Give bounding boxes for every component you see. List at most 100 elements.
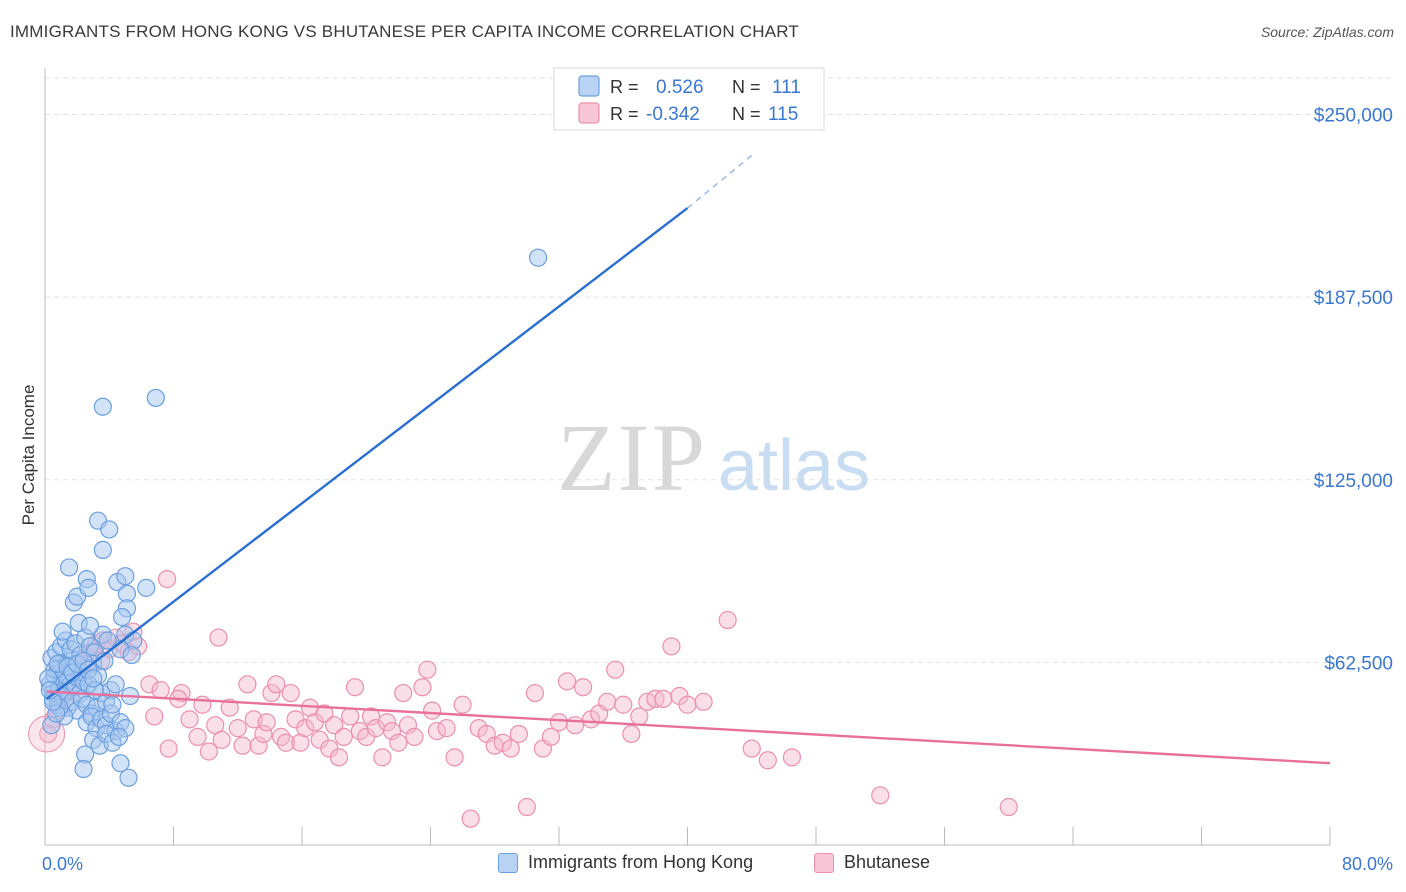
bhutanese-point-37 — [228, 719, 247, 738]
bhutanese-point-90 — [541, 727, 561, 746]
bhutanese-point-66 — [373, 748, 392, 767]
bhutanese-point-94 — [573, 678, 593, 697]
bhutanese-point-51 — [296, 719, 315, 738]
legend-r-value-1: 0.526 — [656, 77, 704, 98]
hong-kong-point-61 — [119, 768, 138, 787]
hong-kong-point-81 — [98, 631, 117, 650]
bhutanese-point-98 — [606, 660, 625, 679]
bhutanese-point-38 — [233, 736, 252, 755]
bhutanese-point-43 — [257, 713, 276, 732]
bhutanese-point-34 — [212, 730, 231, 749]
bhutanese-point-74 — [418, 660, 437, 679]
bhutanese-point-61 — [345, 678, 365, 697]
legend-item-hong-kong: Immigrants from Hong Kong — [498, 852, 753, 873]
hong-kong-point-71 — [116, 567, 135, 586]
bhutanese-point-32 — [199, 742, 218, 761]
x-tick-label-0: 0.0% — [42, 854, 83, 874]
bhutanese-point-85 — [501, 739, 520, 758]
bhutanese-point-77 — [437, 719, 456, 738]
hong-kong-trend-line — [45, 207, 689, 700]
bhutanese-point-25 — [159, 739, 178, 758]
bhutanese-point-93 — [565, 716, 585, 735]
source-label: Source: ZipAtlas.com — [1260, 24, 1394, 40]
bhutanese-point-73 — [413, 678, 432, 697]
x-tick-label-1: 80.0% — [1342, 854, 1393, 874]
watermark-zip: ZIP — [557, 404, 707, 511]
legend-r-label-2: R = — [610, 104, 639, 124]
bhutanese-point-113 — [871, 786, 890, 805]
bhutanese-point-110 — [742, 739, 761, 758]
bhutanese-point-46 — [272, 727, 291, 746]
bhutanese-point-50 — [291, 733, 310, 752]
bhutanese-point-72 — [405, 727, 424, 746]
legend-label-bhutanese: Bhutanese — [844, 852, 931, 872]
legend-swatch-hong-kong — [498, 852, 518, 873]
bhutanese-point-79 — [453, 695, 472, 714]
y-tick-label-0: $62,500 — [1324, 653, 1393, 674]
hong-kong-point-66 — [79, 578, 98, 597]
hong-kong-point-93 — [146, 388, 165, 408]
bhutanese-point-99 — [614, 695, 633, 714]
bhutanese-point-48 — [281, 683, 300, 703]
legend-r-label-1: R = — [610, 77, 639, 97]
bhutanese-point-47 — [276, 733, 296, 752]
bhutanese-point-23 — [151, 681, 170, 700]
hong-kong-point-79 — [122, 645, 141, 665]
hong-kong-point-75 — [112, 607, 132, 627]
hong-kong-point-60 — [111, 754, 130, 773]
bhutanese-point-70 — [394, 683, 413, 703]
legend-n-value-2: 115 — [768, 104, 798, 125]
hong-kong-point-94 — [529, 248, 548, 267]
bhutanese-point-105 — [662, 637, 681, 656]
legend-r-value-2: -0.342 — [646, 104, 700, 125]
bhutanese-point-69 — [389, 733, 408, 752]
bhutanese-point-64 — [361, 707, 381, 726]
bhutanese-point-92 — [557, 672, 577, 691]
bhutanese-point-104 — [654, 689, 673, 709]
bhutanese-point-114 — [999, 797, 1018, 817]
bhutanese-point-57 — [325, 716, 344, 735]
grid-lines — [45, 77, 1392, 663]
legend-n-value-1: 111 — [772, 77, 801, 98]
hong-kong-point-107 — [84, 669, 103, 688]
bhutanese-point-24 — [145, 707, 164, 726]
legend-swatch-pink — [578, 102, 600, 124]
bhutanese-point-86 — [509, 724, 528, 744]
bhutanese-point-26 — [157, 570, 177, 589]
bhutanese-point-59 — [334, 727, 353, 746]
tick-labels: $62,500 $125,000 $187,500 $250,000 0.0% 80.0% — [42, 106, 1393, 874]
bhutanese-point-30 — [188, 727, 207, 746]
bhutanese-point-100 — [622, 724, 641, 744]
correlation-legend: R = 0.526 N = 111 R = -0.342 N = 115 — [553, 67, 825, 131]
bhutanese-point-88 — [525, 683, 545, 703]
bhutanese-point-44 — [262, 683, 281, 703]
y-tick-label-3: $250,000 — [1314, 106, 1393, 127]
bhutanese-point-45 — [267, 675, 286, 694]
bhutanese-point-109 — [718, 610, 737, 630]
chart-title: IMMIGRANTS FROM HONG KONG VS BHUTANESE P… — [10, 22, 800, 41]
legend-swatch-blue — [578, 75, 600, 97]
bhutanese-point-55 — [315, 704, 334, 723]
bhutanese-point-41 — [249, 736, 268, 755]
hong-kong-point-69 — [93, 540, 112, 559]
legend-label-hong-kong: Immigrants from Hong Kong — [528, 852, 754, 872]
bhutanese-trend-line — [46, 690, 1331, 765]
series-legend: Immigrants from Hong Kong Bhutanese — [0, 852, 1406, 878]
bhutanese-point-68 — [382, 721, 402, 741]
hong-kong-point-83 — [80, 616, 100, 635]
bhutanese-point-60 — [341, 707, 360, 726]
hong-kong-point-57 — [109, 727, 128, 746]
bhutanese-point-78 — [445, 748, 464, 767]
watermark-atlas: atlas — [718, 426, 870, 506]
hong-kong-point-73 — [137, 578, 156, 597]
y-axis-label: Per Capita Income — [19, 385, 38, 526]
bhutanese-point-27 — [172, 683, 191, 703]
watermark: ZIP atlas — [557, 404, 870, 511]
bhutanese-point-22 — [140, 675, 159, 694]
legend-swatch-bhutanese — [814, 852, 834, 873]
hong-kong-point-98 — [103, 695, 122, 714]
bhutanese-point-58 — [329, 748, 349, 767]
bhutanese-point-112 — [782, 748, 802, 767]
y-tick-label-1: $125,000 — [1314, 471, 1393, 492]
bhutanese-point-71 — [398, 716, 418, 735]
